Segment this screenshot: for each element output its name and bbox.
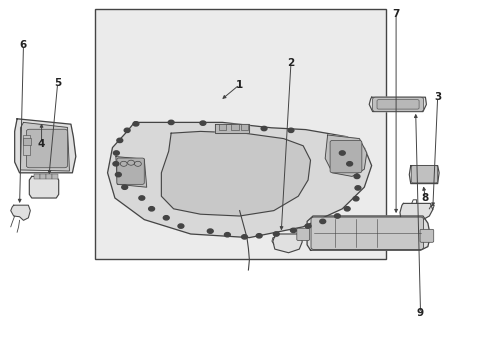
Circle shape: [168, 120, 174, 125]
Circle shape: [353, 174, 359, 179]
Circle shape: [344, 207, 349, 211]
Circle shape: [346, 162, 352, 166]
Polygon shape: [325, 135, 366, 176]
Bar: [40, 174, 46, 179]
Circle shape: [113, 151, 119, 155]
Polygon shape: [306, 216, 429, 250]
Bar: [95, 9, 386, 259]
FancyBboxPatch shape: [296, 228, 309, 240]
Polygon shape: [29, 176, 59, 198]
Circle shape: [339, 151, 345, 155]
FancyBboxPatch shape: [117, 158, 144, 184]
Circle shape: [124, 128, 130, 132]
Polygon shape: [116, 157, 146, 187]
Circle shape: [148, 207, 154, 211]
Circle shape: [319, 219, 325, 224]
Polygon shape: [399, 203, 432, 220]
Circle shape: [163, 216, 169, 220]
Polygon shape: [107, 122, 371, 238]
FancyBboxPatch shape: [372, 97, 423, 112]
Text: 6: 6: [20, 40, 27, 50]
Circle shape: [207, 229, 213, 233]
Text: 5: 5: [54, 78, 61, 88]
Text: 1: 1: [236, 80, 243, 90]
Circle shape: [334, 214, 340, 218]
Text: 2: 2: [287, 58, 294, 68]
FancyBboxPatch shape: [26, 129, 67, 168]
Circle shape: [354, 186, 360, 190]
Text: 4: 4: [38, 139, 45, 149]
Polygon shape: [215, 124, 249, 133]
Circle shape: [115, 172, 121, 177]
Circle shape: [122, 185, 127, 189]
Bar: [52, 174, 58, 179]
Bar: [46, 174, 52, 179]
Polygon shape: [368, 97, 426, 112]
Circle shape: [352, 197, 358, 201]
Circle shape: [256, 234, 262, 238]
Circle shape: [178, 224, 183, 228]
Bar: [34, 174, 40, 179]
Text: 3: 3: [433, 92, 440, 102]
Circle shape: [117, 138, 122, 143]
Text: 7: 7: [391, 9, 399, 19]
Bar: [240, 124, 248, 130]
Polygon shape: [161, 131, 310, 216]
FancyBboxPatch shape: [419, 229, 433, 242]
Circle shape: [200, 121, 205, 125]
FancyBboxPatch shape: [329, 140, 361, 173]
Circle shape: [139, 196, 144, 200]
Polygon shape: [20, 122, 69, 171]
Text: 9: 9: [416, 308, 423, 318]
FancyBboxPatch shape: [310, 217, 423, 249]
Circle shape: [290, 228, 296, 233]
Circle shape: [133, 122, 139, 126]
Circle shape: [305, 224, 310, 228]
Polygon shape: [15, 119, 76, 173]
Circle shape: [273, 232, 279, 236]
Bar: [218, 124, 226, 130]
FancyBboxPatch shape: [410, 166, 437, 183]
Polygon shape: [272, 234, 302, 253]
Circle shape: [113, 162, 119, 166]
Circle shape: [241, 235, 247, 239]
Bar: [23, 135, 30, 155]
Bar: [230, 124, 238, 130]
FancyBboxPatch shape: [376, 100, 418, 109]
Circle shape: [287, 128, 293, 132]
Text: 8: 8: [421, 193, 428, 203]
Polygon shape: [408, 166, 438, 184]
Circle shape: [261, 126, 266, 131]
Polygon shape: [11, 205, 30, 220]
Bar: [23, 138, 31, 145]
Circle shape: [224, 233, 230, 237]
